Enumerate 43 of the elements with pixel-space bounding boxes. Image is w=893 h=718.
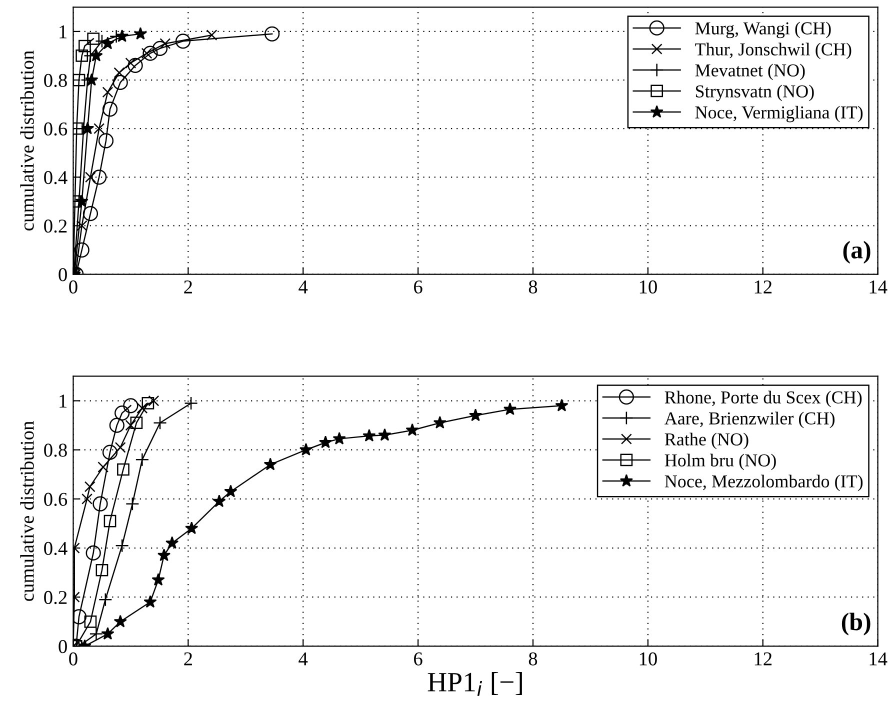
legend-label: Rhone, Porte du Scex (CH) — [664, 390, 862, 408]
y-tick-label: 1 — [60, 25, 67, 38]
annotation: (b) — [842, 612, 870, 636]
x-tick-label: 0 — [69, 280, 78, 294]
x-tick-label: 10 — [640, 652, 657, 666]
y-tick-label: 0.2 — [44, 590, 67, 604]
legend-label: Noce, Vermigliana (IT) — [695, 106, 863, 122]
x-tick-label: 12 — [754, 652, 772, 666]
y-tick-label: 0.4 — [44, 542, 68, 556]
x-tick-label: 14 — [870, 652, 888, 666]
y-tick-label: 0.4 — [44, 170, 68, 184]
legend-label: Mevatnet (NO) — [695, 64, 805, 80]
y-tick-label: 0.2 — [44, 220, 67, 233]
y-tick-label: 1 — [60, 394, 67, 408]
annotation: (a) — [843, 240, 870, 264]
legend-label: Holm bru (NO) — [664, 454, 776, 470]
x-tick-label: 14 — [870, 280, 888, 294]
y-tick-label: 0.6 — [44, 122, 68, 136]
y-tick-label: 0.8 — [44, 74, 67, 88]
x-tick-label: 2 — [184, 652, 192, 666]
x-tick-label: 4 — [298, 652, 308, 666]
x-tick-label: 12 — [754, 280, 772, 294]
legend-label: Rathe (NO) — [664, 432, 748, 450]
x-axis-title: HP1$_{i}$ [−] — [428, 672, 522, 696]
y-tick-label: 0.8 — [44, 444, 67, 457]
x-tick-label: 0 — [69, 652, 78, 666]
x-tick-label: 8 — [528, 280, 538, 294]
x-tick-label: 4 — [298, 280, 308, 294]
y-axis-title: cumulative distribution — [20, 50, 34, 230]
x-tick-label: 8 — [528, 652, 538, 666]
y-axis-title: cumulative distribution — [20, 421, 34, 601]
x-tick-label: 2 — [184, 280, 192, 294]
x-tick-label: 6 — [414, 652, 422, 666]
legend-label: Murg, Wangi (CH) — [695, 22, 831, 38]
legend-label: Noce, Mezzolombardo (IT) — [664, 474, 863, 492]
legend-label: Strynsvatn (NO) — [696, 84, 814, 102]
x-tick-label: 6 — [414, 280, 422, 294]
x-tick-label: 10 — [640, 280, 657, 294]
legend-label: Thur, Jonschwil (CH) — [695, 42, 852, 60]
y-tick-label: 0 — [58, 268, 67, 282]
y-tick-label: 0.6 — [44, 492, 68, 506]
legend-label: Aare, Brienzwiler (CH) — [664, 412, 835, 428]
y-tick-label: 0 — [58, 640, 67, 654]
